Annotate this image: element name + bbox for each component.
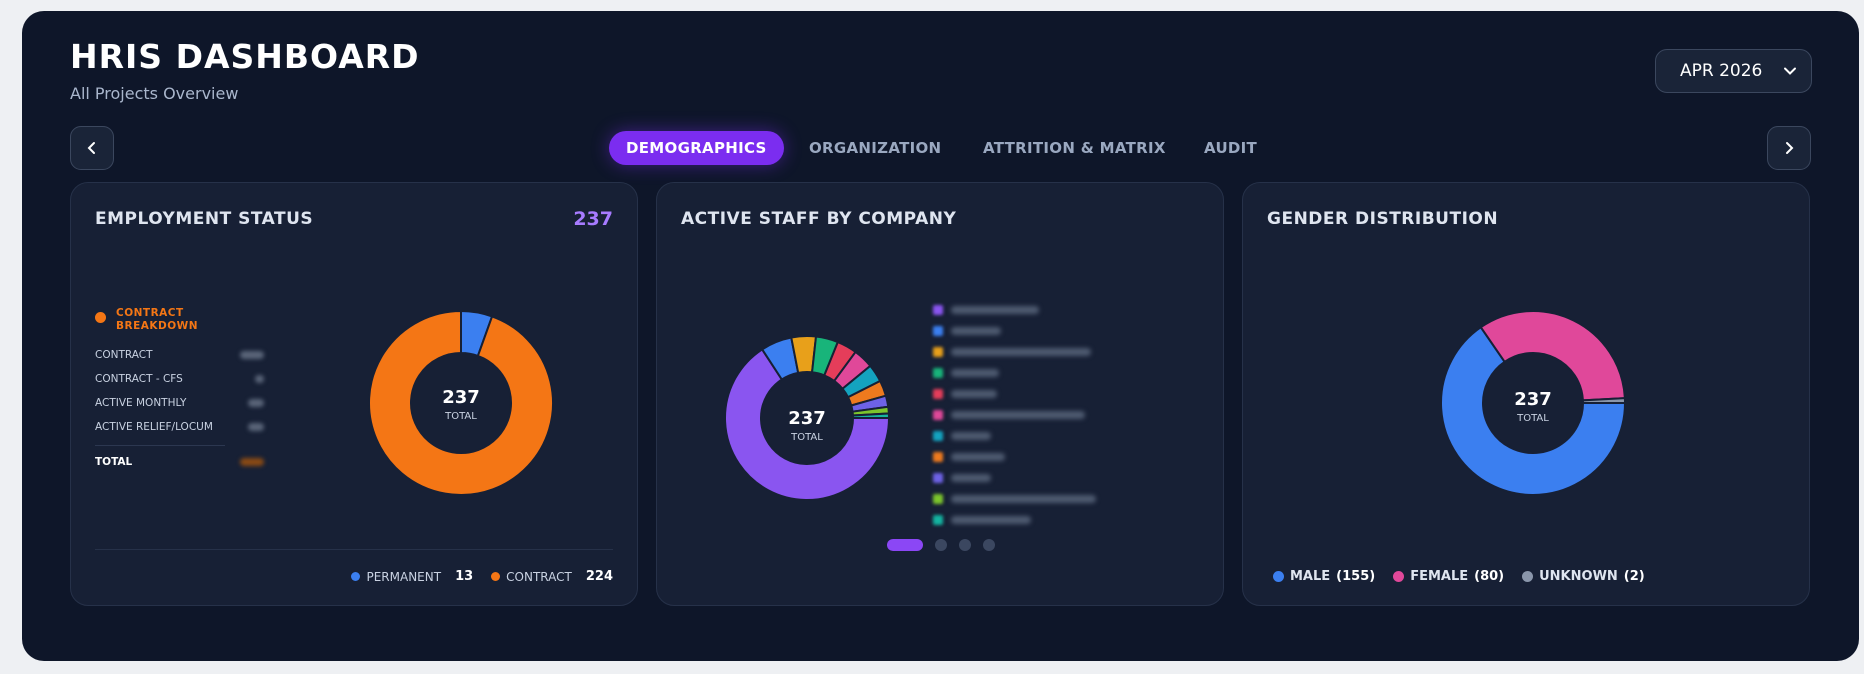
pager-dot[interactable] (982, 539, 995, 551)
chevron-right-icon (1786, 142, 1794, 154)
active-staff-title: ACTIVE STAFF BY COMPANY (681, 209, 957, 229)
chevron-left-icon (87, 142, 95, 154)
employment-center-label: TOTAL (444, 411, 477, 422)
gender-distribution-card: GENDER DISTRIBUTION 237 TOTAL MALE (155)… (1242, 182, 1810, 606)
breakdown-row: CONTRACT (95, 343, 285, 367)
legend-female: FEMALE (80) (1393, 569, 1504, 584)
gender-legend: MALE (155) FEMALE (80) UNKNOWN (2) (1273, 569, 1663, 584)
carousel-pager (22, 539, 1859, 551)
slice-male (1440, 325, 1627, 496)
breakdown-dot (95, 312, 106, 323)
month-select[interactable]: APR 2026 (1655, 49, 1812, 93)
employment-legend: PERMANENT 13 CONTRACT 224 (351, 569, 613, 584)
prev-button[interactable] (70, 126, 114, 170)
tab-attrition-matrix[interactable]: ATTRITION & MATRIX (983, 139, 1166, 157)
company-donut: 237 TOTAL (724, 335, 891, 501)
employment-status-title: EMPLOYMENT STATUS (95, 209, 314, 229)
employment-status-card: EMPLOYMENT STATUS 237 CONTRACT BREAKDOWN… (70, 182, 638, 606)
legend-contract: CONTRACT 224 (491, 569, 613, 584)
tab-audit[interactable]: AUDIT (1204, 139, 1258, 157)
tab-demographics[interactable]: DEMOGRAPHICS (609, 131, 784, 165)
dashboard-frame: HRIS DASHBOARD All Projects Overview APR… (22, 11, 1859, 661)
gender-center-label: TOTAL (1516, 413, 1549, 424)
slice-unknown (1581, 397, 1627, 404)
pager-dot[interactable] (886, 539, 923, 551)
slice-female (1479, 310, 1626, 402)
company-center-value: 237 (788, 408, 826, 429)
breakdown-row: ACTIVE RELIEF/LOCUM (95, 415, 285, 439)
employment-donut: 237 TOTAL (368, 309, 554, 496)
page-subtitle: All Projects Overview (70, 84, 239, 103)
legend-permanent: PERMANENT 13 (351, 569, 473, 584)
company-slice-11 (851, 412, 891, 419)
slice-contract (368, 309, 554, 496)
legend-unknown: UNKNOWN (2) (1522, 569, 1645, 584)
gender-title: GENDER DISTRIBUTION (1267, 209, 1499, 229)
pager-dot[interactable] (934, 539, 947, 551)
breakdown-row: CONTRACT - CFS (95, 367, 285, 391)
contract-breakdown: CONTRACT BREAKDOWN CONTRACT CONTRACT - C… (95, 307, 285, 474)
employment-count: 237 (573, 208, 613, 230)
tab-bar: DEMOGRAPHICS ORGANIZATION ATTRITION & MA… (22, 131, 1859, 165)
company-center-label: TOTAL (790, 432, 823, 443)
legend-male: MALE (155) (1273, 569, 1375, 584)
breakdown-total: TOTAL (95, 450, 285, 474)
gender-donut: 237 TOTAL (1440, 310, 1627, 496)
chevron-down-icon (1784, 67, 1796, 75)
company-legend-redacted (933, 299, 1096, 530)
page-title: HRIS DASHBOARD (70, 37, 420, 76)
pager-dot[interactable] (958, 539, 971, 551)
employment-center-value: 237 (442, 387, 480, 408)
company-slice-1 (724, 347, 891, 501)
tab-organization[interactable]: ORGANIZATION (809, 139, 942, 157)
month-select-value: APR 2026 (1680, 61, 1763, 81)
gender-center-value: 237 (1514, 389, 1552, 410)
next-button[interactable] (1767, 126, 1811, 170)
breakdown-row: ACTIVE MONTHLY (95, 391, 285, 415)
active-staff-card: ACTIVE STAFF BY COMPANY 237 TOTAL (656, 182, 1224, 606)
breakdown-title: CONTRACT BREAKDOWN (116, 307, 199, 332)
